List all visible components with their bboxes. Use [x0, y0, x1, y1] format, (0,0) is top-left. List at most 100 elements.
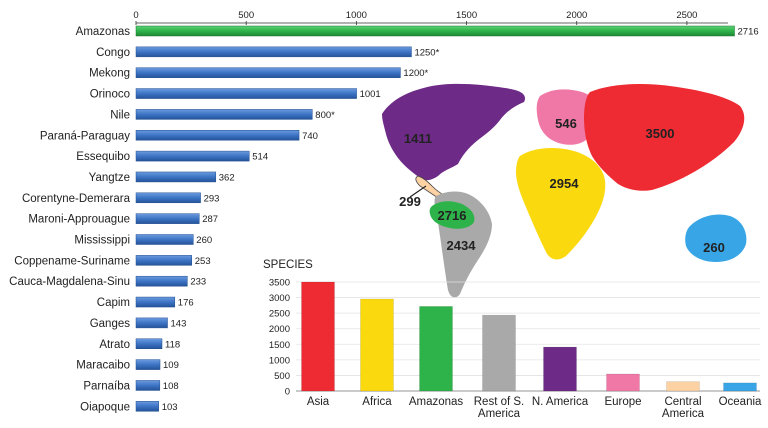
river-value-label: 1200* — [403, 68, 428, 79]
species-bar — [606, 373, 640, 392]
map-value-amazonas: 2716 — [438, 208, 467, 223]
species-bar — [723, 382, 757, 392]
river-value-label: 103 — [162, 402, 178, 413]
river-category-label: Essequibo — [76, 151, 130, 163]
river-xtick-label: 500 — [238, 10, 254, 21]
river-category-label: Parnaíba — [83, 380, 130, 392]
river-value-label: 293 — [204, 193, 220, 204]
river-bar — [135, 88, 357, 99]
map-value-europe: 546 — [555, 116, 577, 131]
species-category-label: America — [662, 408, 705, 420]
map-region-asia — [584, 84, 745, 191]
river-bar — [135, 296, 176, 308]
river-category-label: Orinoco — [90, 89, 130, 101]
species-ytick-label: 0 — [285, 387, 290, 398]
species-bar — [543, 346, 577, 392]
species-category-label: Africa — [362, 396, 392, 408]
river-category-label: Coppename-Suriname — [14, 255, 130, 267]
river-category-label: Amazonas — [76, 26, 131, 38]
river-category-label: Capim — [97, 297, 130, 309]
species-bar — [482, 314, 516, 392]
species-category-label: N. America — [532, 396, 589, 408]
species-category-label: Europe — [604, 396, 641, 408]
continent-bar-chart: SPECIES 0 500 1000 1500 2000 2500 3000 3500 Asia… — [263, 259, 762, 420]
river-bar — [135, 359, 161, 370]
river-category-label: Maracaibo — [76, 360, 130, 372]
species-category-label: Oceania — [719, 396, 762, 408]
river-value-label: 233 — [190, 277, 206, 288]
river-xtick-label: 1000 — [346, 10, 367, 21]
river-value-label: 514 — [252, 152, 268, 163]
species-ytick-label: 1000 — [269, 355, 290, 366]
river-value-label: 260 — [196, 235, 212, 246]
river-value-label: 740 — [302, 131, 318, 142]
species-category-label: Central — [664, 396, 701, 408]
map-value-central-america: 299 — [399, 194, 421, 209]
map-value-africa: 2954 — [550, 176, 580, 191]
river-category-label: Atrato — [99, 339, 130, 351]
species-ytick-label: 500 — [274, 371, 290, 382]
species-bar — [419, 306, 453, 392]
river-bar — [135, 192, 201, 204]
river-value-label: 2716 — [738, 27, 759, 38]
map-region-amazonas — [429, 201, 475, 229]
river-category-label: Corentyne-Demerara — [22, 193, 131, 205]
river-bar — [135, 130, 300, 141]
species-category-label: Amazonas — [409, 396, 464, 408]
river-value-label: 287 — [202, 214, 218, 225]
river-category-label: Mississippi — [74, 235, 130, 247]
species-category-label: America — [478, 408, 521, 420]
species-ytick-label: 3500 — [269, 278, 290, 289]
river-value-label: 253 — [195, 256, 211, 267]
river-xtick-label: 2500 — [676, 10, 697, 21]
river-category-label: Yangtze — [89, 172, 130, 184]
river-category-label: Mekong — [89, 68, 130, 80]
map-value-n-america: 1411 — [404, 131, 432, 146]
river-bar — [135, 150, 250, 162]
map-region-oceania — [685, 214, 747, 262]
river-value-label: 1250* — [414, 47, 439, 58]
river-category-label: Oiapoque — [80, 401, 130, 413]
river-value-label: 108 — [163, 381, 179, 392]
species-ytick-label: 2000 — [269, 324, 290, 335]
river-bar — [135, 317, 168, 329]
river-bar — [135, 213, 200, 224]
central-america-pointer — [409, 185, 427, 198]
river-value-label: 362 — [219, 172, 235, 183]
map-value-oceania: 260 — [703, 240, 725, 255]
river-bar — [135, 25, 735, 37]
river-value-label: 109 — [163, 360, 179, 371]
river-bar — [135, 380, 161, 391]
species-ytick-label: 2500 — [269, 309, 290, 320]
species-category-label: Rest of S. — [474, 396, 525, 408]
river-bar — [135, 275, 188, 287]
river-value-label: 800* — [315, 110, 335, 121]
river-xtick-label: 1500 — [456, 10, 477, 21]
river-bar — [135, 255, 193, 266]
species-ytick-label: 1500 — [269, 340, 290, 351]
river-value-label: 176 — [178, 298, 194, 309]
river-bar — [135, 67, 401, 78]
map-region-n-america — [382, 83, 526, 181]
species-bar — [666, 381, 700, 392]
river-bar — [135, 338, 163, 349]
world-map: 1411 546 3500 2954 299 2716 2434 260 — [382, 83, 747, 298]
river-xtick-label: 0 — [133, 10, 138, 21]
river-category-label: Maroni-Approuague — [28, 214, 130, 226]
river-value-label: 118 — [165, 339, 180, 350]
river-value-label: 1001 — [360, 89, 381, 100]
river-xtick-label: 2000 — [566, 10, 587, 21]
river-category-label: Cauca-Magdalena-Sinu — [9, 276, 130, 288]
river-category-label: Congo — [96, 47, 130, 59]
map-region-europe — [536, 89, 599, 145]
species-bar — [301, 281, 335, 392]
river-category-label: Nile — [110, 109, 130, 121]
species-ytick-label: 3000 — [269, 293, 290, 304]
map-value-rest-of-s-america: 2434 — [447, 238, 477, 253]
river-category-label: Paraná-Paraguay — [40, 130, 130, 142]
river-bar — [135, 234, 194, 245]
vbar-ylabel: SPECIES — [263, 259, 313, 271]
species-bar — [360, 298, 394, 392]
map-region-africa — [516, 148, 606, 260]
